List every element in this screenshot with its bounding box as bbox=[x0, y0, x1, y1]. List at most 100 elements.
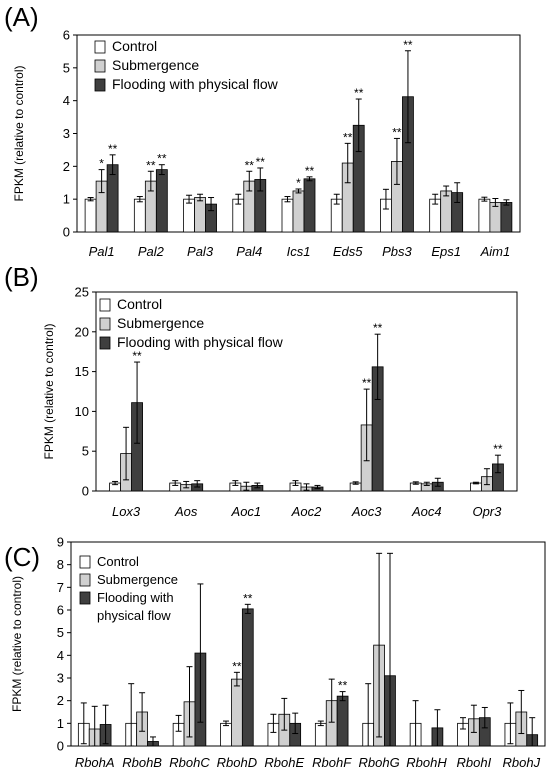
significance-mark: ** bbox=[354, 86, 364, 100]
legend-label: Flooding with physical flow bbox=[112, 76, 279, 92]
significance-mark: ** bbox=[493, 442, 503, 456]
legend-label: Submergence bbox=[117, 315, 204, 331]
legend-label: Submergence bbox=[112, 57, 199, 73]
category-label: RbohF bbox=[312, 755, 352, 770]
significance-mark: ** bbox=[392, 125, 402, 139]
significance-mark: ** bbox=[305, 164, 315, 178]
y-tick-label: 2 bbox=[63, 159, 70, 174]
y-tick-label: 1 bbox=[63, 192, 70, 207]
category-label: Eds5 bbox=[333, 244, 363, 259]
category-label: Pal2 bbox=[138, 244, 165, 259]
significance-mark: ** bbox=[243, 591, 253, 605]
legend-label: Flooding with physical flow bbox=[117, 334, 284, 350]
bar-submergence bbox=[440, 190, 453, 233]
y-axis-label: FPKM (relative to control) bbox=[12, 65, 26, 201]
category-label: RbohJ bbox=[503, 755, 541, 770]
bar-control bbox=[281, 198, 294, 233]
category-label: Aim1 bbox=[480, 244, 511, 259]
category-label: RbohH bbox=[406, 755, 447, 770]
legend-swatch bbox=[94, 59, 106, 73]
bar-submergence bbox=[292, 190, 305, 233]
category-label: Pal3 bbox=[187, 244, 214, 259]
legend-label: Control bbox=[117, 296, 162, 312]
bar-control bbox=[314, 722, 327, 747]
legend-swatch bbox=[99, 336, 111, 350]
significance-mark: ** bbox=[362, 376, 372, 390]
category-label: Aoc3 bbox=[351, 504, 382, 519]
category-label: RbohC bbox=[169, 755, 210, 770]
significance-mark: ** bbox=[403, 38, 413, 52]
category-label: Pal4 bbox=[236, 244, 262, 259]
significance-mark: ** bbox=[343, 130, 353, 144]
legend-swatch bbox=[99, 298, 111, 312]
legend-swatch bbox=[79, 555, 91, 569]
category-label: Lox3 bbox=[112, 504, 141, 519]
y-tick-label: 4 bbox=[63, 93, 70, 108]
y-tick-label: 15 bbox=[75, 364, 89, 379]
category-label: RbohD bbox=[217, 755, 257, 770]
bar-submergence bbox=[231, 678, 243, 747]
significance-mark: ** bbox=[373, 321, 383, 335]
y-tick-label: 2 bbox=[57, 693, 64, 708]
category-label: RbohA bbox=[75, 755, 115, 770]
bar-flooding bbox=[303, 178, 316, 233]
y-tick-label: 5 bbox=[57, 625, 64, 640]
significance-mark: ** bbox=[132, 349, 142, 363]
panel-c: (C) 0 1 2 3 4 5 6 7 8 9 FPKM (relative to control) R… bbox=[4, 535, 546, 770]
y-tick-label: 4 bbox=[57, 648, 64, 663]
bar-control bbox=[220, 722, 232, 747]
significance-mark: * bbox=[296, 176, 301, 190]
significance-mark: ** bbox=[108, 142, 118, 156]
y-tick-label: 10 bbox=[75, 404, 89, 419]
y-tick-label: 1 bbox=[57, 716, 64, 731]
legend: Control Submergence Flooding with physical… bbox=[99, 296, 284, 350]
category-label: Pbs3 bbox=[382, 244, 412, 259]
category-label: Ics1 bbox=[287, 244, 311, 259]
bar-control bbox=[133, 198, 146, 233]
legend: Control Submergence Flooding with physical … bbox=[79, 554, 178, 623]
legend-label: Control bbox=[97, 554, 139, 569]
bar-control bbox=[478, 198, 491, 233]
y-tick-label: 5 bbox=[63, 60, 70, 75]
y-tick-label: 6 bbox=[57, 603, 64, 618]
y-axis-label: FPKM (relative to control) bbox=[42, 323, 56, 459]
y-tick-label: 6 bbox=[63, 28, 70, 43]
significance-mark: ** bbox=[232, 659, 242, 673]
category-label: RbohB bbox=[122, 755, 162, 770]
bar-flooding bbox=[155, 169, 168, 233]
panel-a: (A) 0 1 2 3 4 5 6 FPKM (relative to control) Pal1… bbox=[4, 2, 521, 259]
category-label: RbohI bbox=[457, 755, 492, 770]
y-tick-label: 0 bbox=[82, 484, 89, 499]
legend-swatch bbox=[79, 573, 91, 587]
panel-b: (B) 0 5 10 15 20 25 FPKM (relative to control) L… bbox=[4, 262, 518, 519]
legend-label: Submergence bbox=[97, 572, 178, 587]
legend-label: Flooding with bbox=[97, 590, 174, 605]
y-tick-label: 5 bbox=[82, 444, 89, 459]
legend-label: physical flow bbox=[97, 608, 171, 623]
legend: Control Submergence Flooding with physical… bbox=[94, 38, 279, 92]
significance-mark: ** bbox=[256, 155, 266, 169]
legend-swatch bbox=[94, 78, 106, 92]
category-label: Aoc4 bbox=[411, 504, 442, 519]
bar-control bbox=[84, 198, 97, 233]
significance-mark: * bbox=[99, 157, 104, 171]
significance-mark: ** bbox=[146, 158, 156, 172]
y-tick-label: 0 bbox=[57, 739, 64, 754]
plot-frame bbox=[70, 541, 546, 747]
y-tick-label: 3 bbox=[57, 671, 64, 686]
y-tick-label: 9 bbox=[57, 535, 64, 550]
y-tick-label: 7 bbox=[57, 580, 64, 595]
category-label: Opr3 bbox=[472, 504, 502, 519]
category-label: Aoc1 bbox=[231, 504, 262, 519]
bar-flooding bbox=[336, 695, 349, 747]
y-tick-label: 20 bbox=[75, 324, 89, 339]
y-tick-label: 3 bbox=[63, 126, 70, 141]
legend-swatch bbox=[94, 40, 106, 54]
category-label: RbohG bbox=[358, 755, 399, 770]
bar-flooding bbox=[500, 202, 513, 233]
y-tick-label: 0 bbox=[63, 225, 70, 240]
bar-flooding bbox=[241, 608, 254, 747]
category-label: Eps1 bbox=[431, 244, 461, 259]
panel-label: (B) bbox=[4, 262, 39, 292]
